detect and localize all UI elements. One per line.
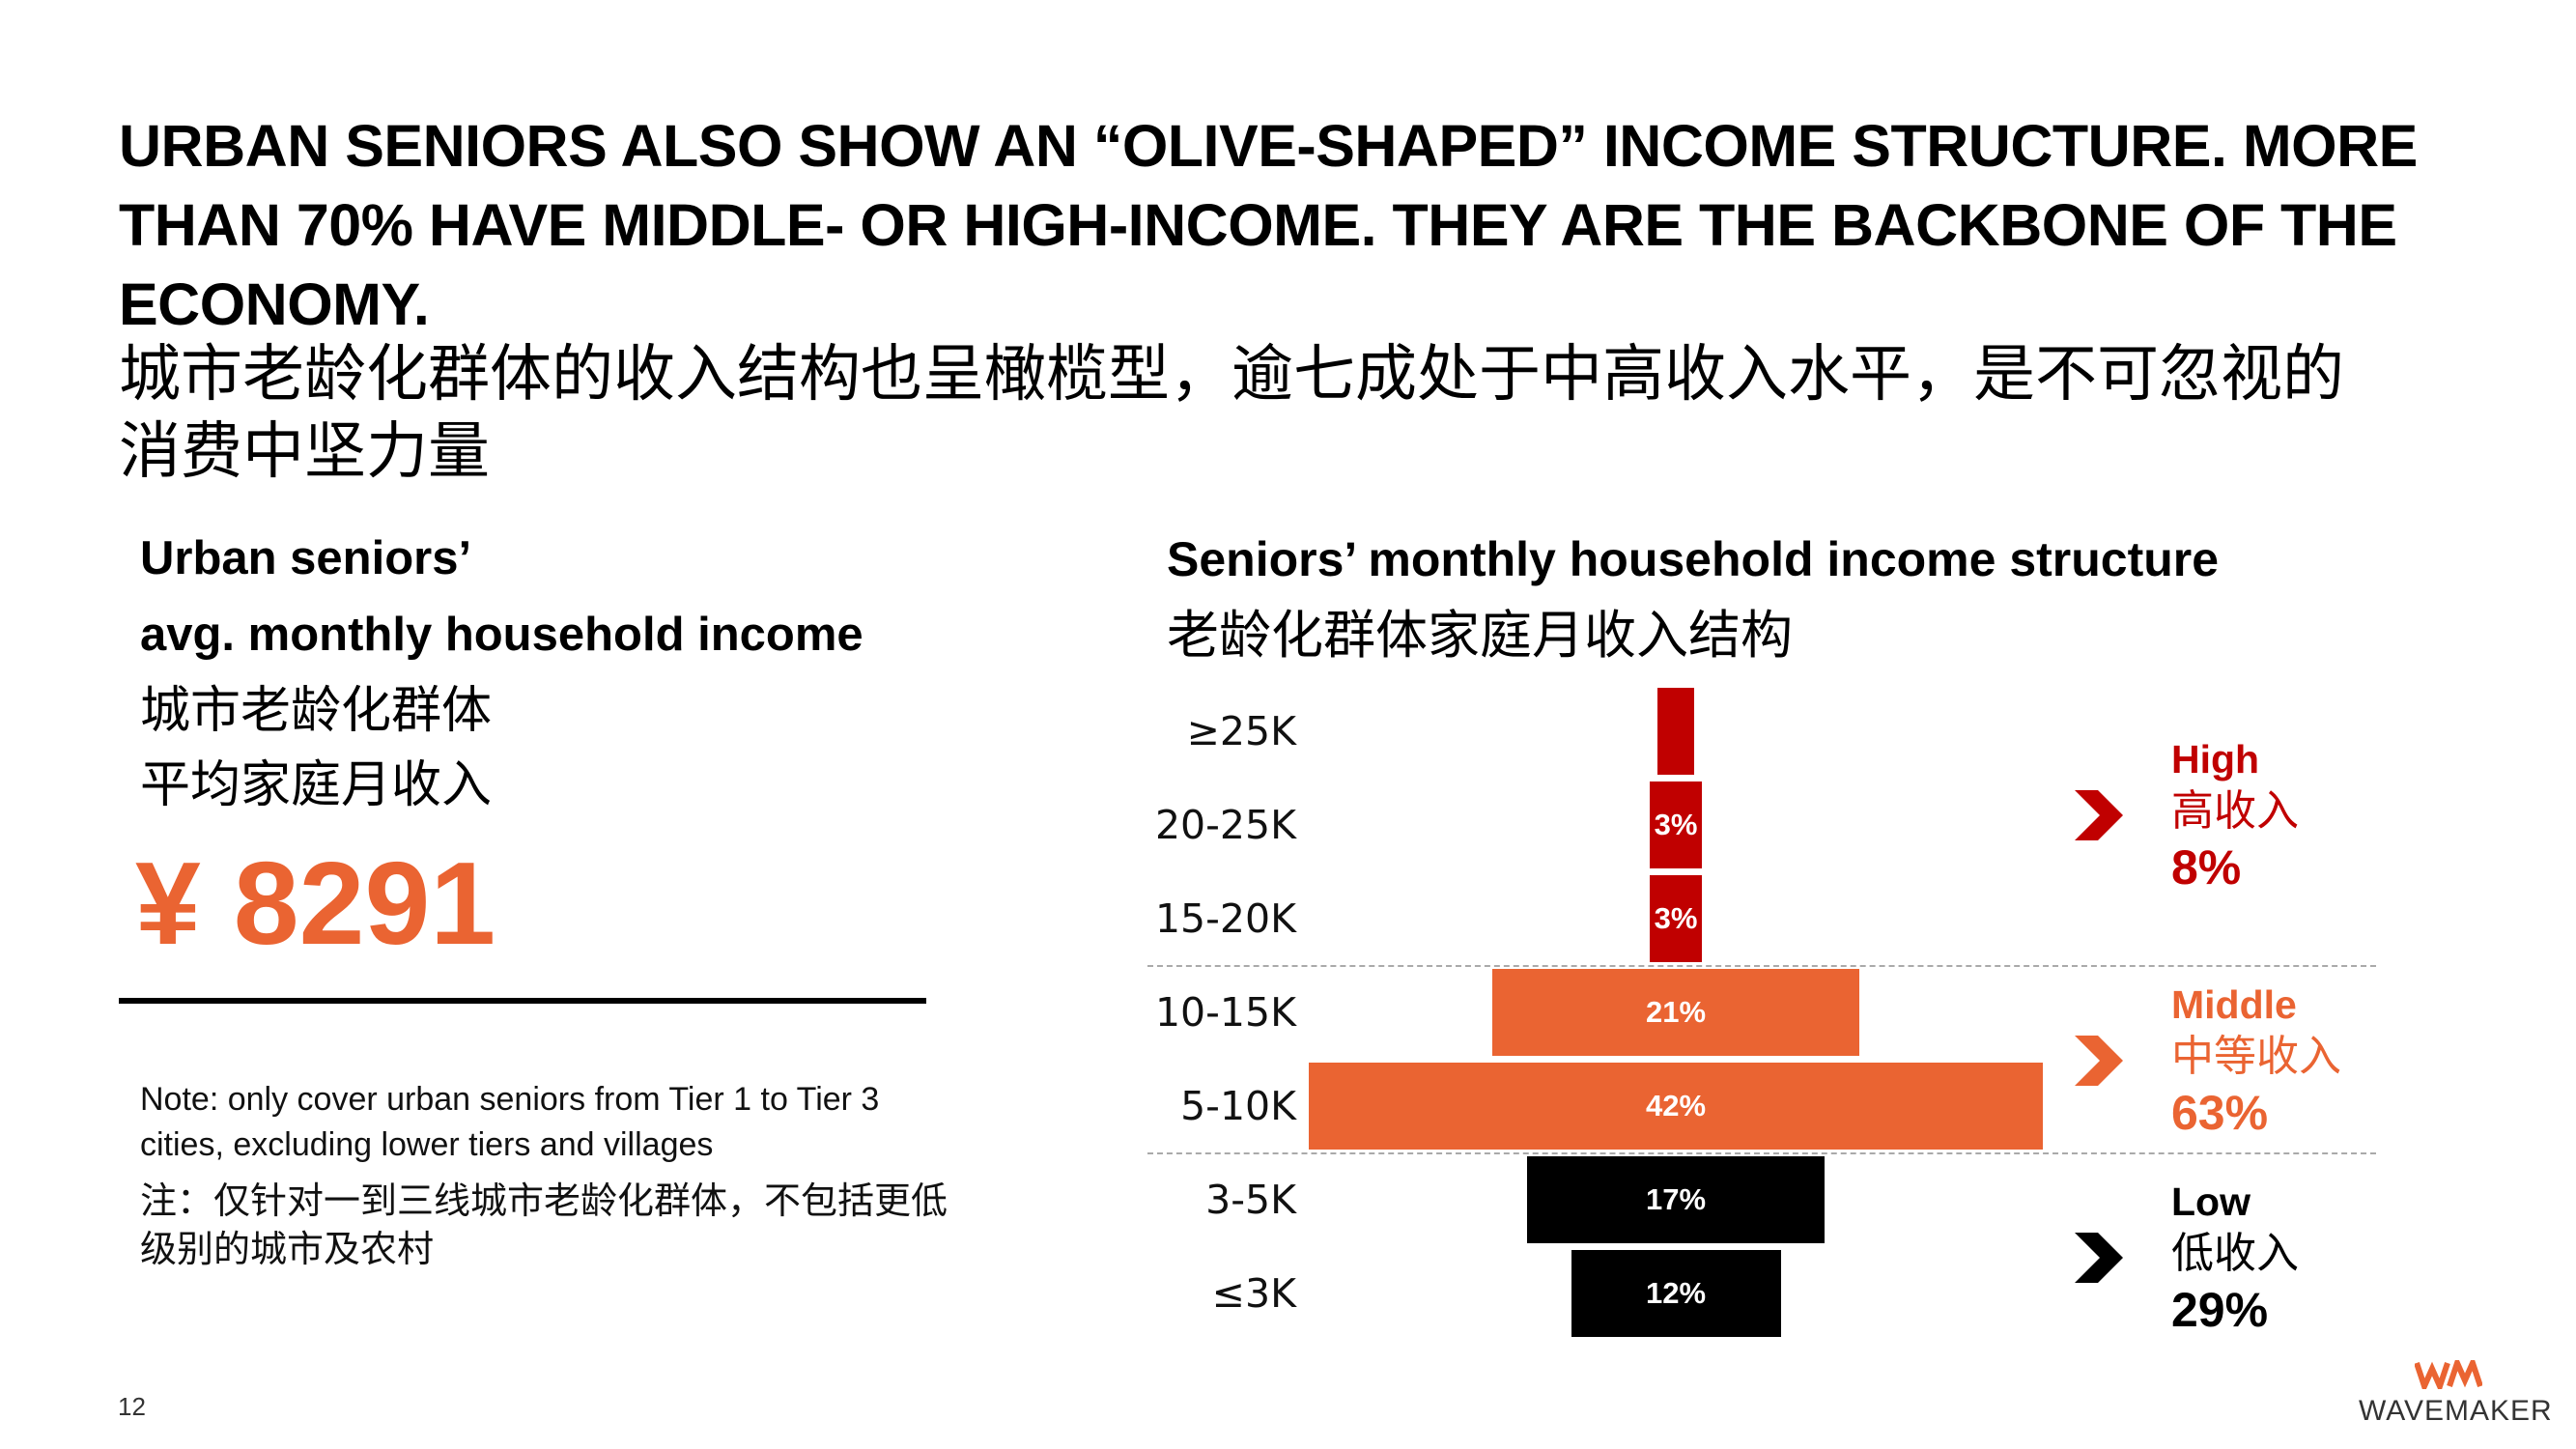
category-label: 15-20K [1154,895,1296,942]
bar [1657,688,1694,775]
avg-income-label-cn-line-1: 城市老龄化群体 [140,682,493,740]
group-divider [1147,1152,2376,1154]
group-middle-arrow-icon [2075,1036,2127,1091]
headline-cn: 城市老龄化群体的收入结构也呈橄榄型，逾七成处于中高收入水平，是不可忽视的 消费中… [119,336,2534,491]
bar-data-label: 42% [1645,1089,1707,1122]
bar [1309,1063,2043,1150]
group-low-arrow-icon [2075,1233,2127,1288]
bar-data-label: 17% [1645,1182,1707,1216]
bar [1650,875,1702,962]
wavemaker-logo-icon [2414,1354,2483,1395]
divider-rule [119,998,926,1004]
avg-income-label-line-1: Urban seniors’ [140,532,472,584]
avg-income-value: ¥ 8291 [135,838,496,969]
headline-line-3: ECONOMY. [119,271,430,337]
bar-data-label: 3% [1654,901,1698,935]
bar [1650,781,1702,868]
headline-cn-line-2: 消费中坚力量 [119,416,490,488]
bar-data-label: 3% [1654,808,1698,841]
group-low-share: 29% [2171,1283,2269,1337]
avg-income-label-cn-line-2: 平均家庭月收入 [140,756,493,814]
category-label: 5-10K [1180,1083,1296,1129]
page-number: 12 [118,1392,146,1421]
headline: URBAN SENIORS ALSO SHOW AN “OLIVE-SHAPED… [119,106,2485,344]
category-label: ≤3K [1211,1270,1296,1317]
headline-cn-line-1: 城市老龄化群体的收入结构也呈橄榄型，逾七成处于中高收入水平，是不可忽视的 [119,339,2344,411]
chart-title: Seniors’ monthly household income struct… [1167,532,2220,586]
category-label: 20-25K [1154,802,1296,848]
bar [1571,1250,1781,1337]
category-label: ≥25K [1186,708,1296,754]
category-label: 10-15K [1154,989,1296,1036]
group-low: Low 低收入 29% [2171,1177,2299,1339]
group-low-name-cn: 低收入 [2171,1229,2299,1278]
bar-data-label: 12% [1645,1276,1707,1310]
headline-line-1: URBAN SENIORS ALSO SHOW AN “OLIVE-SHAPED… [119,113,2418,179]
group-high-share: 8% [2171,840,2242,895]
bar [1527,1156,1825,1243]
group-middle-share: 63% [2171,1086,2269,1140]
group-middle-name-cn: 中等收入 [2171,1032,2341,1081]
chart-title-cn: 老龄化群体家庭月收入结构 [1167,605,1793,666]
group-divider [1147,965,2376,967]
bar [1492,969,1859,1056]
note-en: Note: only cover urban seniors from Tier… [140,1081,880,1163]
category-label: 3-5K [1205,1177,1296,1223]
group-high-arrow-icon [2075,790,2127,845]
headline-line-2: THAN 70% HAVE MIDDLE- OR HIGH-INCOME. TH… [119,192,2397,258]
group-low-name: Low [2171,1179,2250,1224]
group-high: High 高收入 8% [2171,734,2299,896]
group-high-name: High [2171,737,2260,781]
group-middle: Middle 中等收入 63% [2171,980,2341,1142]
group-middle-name: Middle [2171,982,2297,1027]
avg-income-label-line-2: avg. monthly household income [140,609,863,661]
bar-data-label: 21% [1645,995,1707,1029]
group-high-name-cn: 高收入 [2171,786,2299,836]
brand-name: WAVEMAKER [2359,1395,2553,1427]
note-cn: 注：仅针对一到三线城市老龄化群体，不包括更低级别的城市及农村 [140,1179,948,1270]
